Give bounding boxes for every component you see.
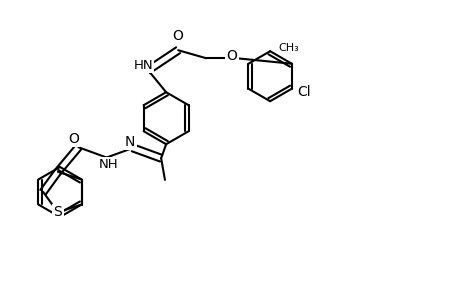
Text: CH₃: CH₃ [278,43,298,53]
Text: NH: NH [99,158,118,171]
Text: HN: HN [133,59,152,72]
Text: Cl: Cl [297,85,310,99]
Text: S: S [53,205,62,219]
Text: O: O [68,132,78,145]
Text: N: N [124,135,135,149]
Text: O: O [172,29,183,43]
Text: O: O [226,49,237,63]
